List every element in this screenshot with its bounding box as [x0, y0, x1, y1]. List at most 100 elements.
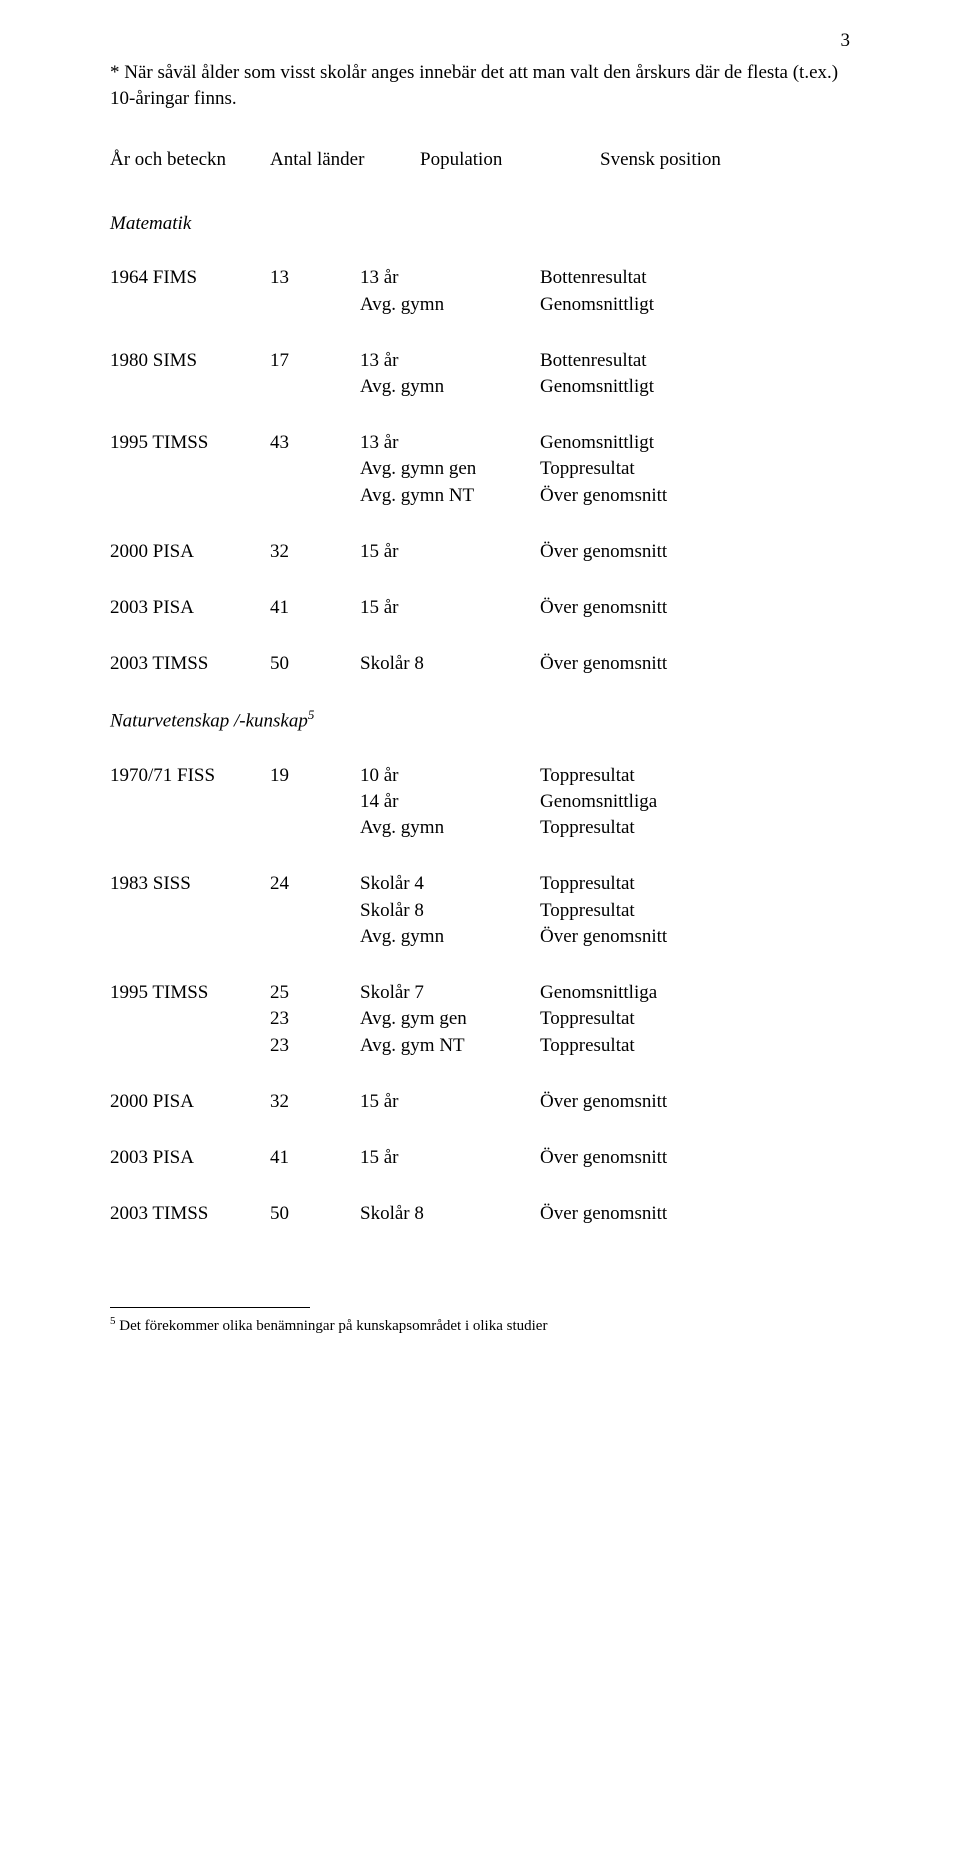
cell-count: 50	[270, 1201, 360, 1227]
cell-population: Skolår 8	[360, 898, 540, 924]
table-row: 1980 SIMS1713 årBottenresultat	[110, 348, 850, 374]
cell-population: Avg. gymn	[360, 924, 540, 950]
cell-position: Toppresultat	[540, 456, 635, 482]
cell-position: Toppresultat	[540, 871, 635, 897]
cell-year	[110, 789, 270, 815]
cell-position: Toppresultat	[540, 898, 635, 924]
cell-year: 1970/71 FISS	[110, 763, 270, 789]
cell-position: Toppresultat	[540, 763, 635, 789]
table-row: 2003 PISA4115 årÖver genomsnitt	[110, 595, 850, 621]
cell-count: 17	[270, 348, 360, 374]
table-row: 14 årGenomsnittliga	[110, 789, 850, 815]
cell-position: Över genomsnitt	[540, 651, 667, 677]
cell-count: 19	[270, 763, 360, 789]
table-row: Avg. gymnToppresultat	[110, 815, 850, 841]
cell-count: 23	[270, 1006, 360, 1032]
cell-count: 25	[270, 980, 360, 1006]
cell-position: Genomsnittligt	[540, 292, 654, 318]
cell-population: Avg. gymn	[360, 374, 540, 400]
cell-position: Genomsnittligt	[540, 430, 654, 456]
table-row: Skolår 8Toppresultat	[110, 898, 850, 924]
cell-year: 2003 TIMSS	[110, 1201, 270, 1227]
cell-population: 13 år	[360, 430, 540, 456]
table-row: 2003 PISA4115 årÖver genomsnitt	[110, 1145, 850, 1171]
cell-count: 43	[270, 430, 360, 456]
cell-year: 1983 SISS	[110, 871, 270, 897]
table-row: 23Avg. gym NTToppresultat	[110, 1033, 850, 1059]
cell-count: 13	[270, 265, 360, 291]
section-science-title: Naturvetenskap /-kunskap5	[110, 707, 850, 732]
cell-count: 24	[270, 871, 360, 897]
cell-population: 15 år	[360, 595, 540, 621]
table-header: År och beteckn Antal länder Population S…	[110, 149, 850, 171]
cell-count	[270, 815, 360, 841]
cell-position: Genomsnittliga	[540, 789, 657, 815]
page-container: 3 * När såväl ålder som visst skolår ang…	[0, 0, 960, 1867]
cell-year: 1995 TIMSS	[110, 980, 270, 1006]
cell-count: 41	[270, 1145, 360, 1171]
footnote: 5 Det förekommer olika benämningar på ku…	[110, 1314, 850, 1337]
table-row: 1995 TIMSS25Skolår 7Genomsnittliga	[110, 980, 850, 1006]
table-row: Avg. gymnGenomsnittligt	[110, 292, 850, 318]
table-row: 23Avg. gym genToppresultat	[110, 1006, 850, 1032]
cell-count: 23	[270, 1033, 360, 1059]
cell-count	[270, 456, 360, 482]
table-row: 2000 PISA3215 årÖver genomsnitt	[110, 539, 850, 565]
table-row: 1970/71 FISS1910 årToppresultat	[110, 763, 850, 789]
cell-population: Avg. gymn NT	[360, 483, 540, 509]
section-science: 1970/71 FISS1910 årToppresultat14 årGeno…	[110, 763, 850, 1228]
cell-year: 2000 PISA	[110, 1089, 270, 1115]
table-entry: 1995 TIMSS 4313 årGenomsnittligtAvg. gym…	[110, 430, 850, 509]
cell-population: 14 år	[360, 789, 540, 815]
table-entry: 2003 TIMSS50Skolår 8Över genomsnitt	[110, 651, 850, 677]
cell-count	[270, 483, 360, 509]
table-row: 2003 TIMSS50 Skolår 8Över genomsnitt	[110, 1201, 850, 1227]
section-science-title-text: Naturvetenskap /-kunskap	[110, 711, 308, 732]
cell-year: 2000 PISA	[110, 539, 270, 565]
header-position: Svensk position	[600, 149, 721, 171]
section-math: 1964 FIMS1313 årBottenresultatAvg. gymnG…	[110, 265, 850, 677]
cell-year	[110, 815, 270, 841]
cell-year	[110, 456, 270, 482]
table-entry: 2003 PISA4115 årÖver genomsnitt	[110, 595, 850, 621]
cell-population: 15 år	[360, 1145, 540, 1171]
cell-year	[110, 483, 270, 509]
cell-population: Avg. gym gen	[360, 1006, 540, 1032]
cell-count	[270, 898, 360, 924]
cell-position: Över genomsnitt	[540, 1089, 667, 1115]
cell-count	[270, 374, 360, 400]
cell-count	[270, 292, 360, 318]
table-entry: 2000 PISA3215 årÖver genomsnitt	[110, 1089, 850, 1115]
cell-population: Avg. gymn gen	[360, 456, 540, 482]
cell-position: Bottenresultat	[540, 348, 647, 374]
cell-position: Toppresultat	[540, 1006, 635, 1032]
cell-population: Avg. gym NT	[360, 1033, 540, 1059]
cell-position: Över genomsnitt	[540, 483, 667, 509]
table-entry: 1964 FIMS1313 årBottenresultatAvg. gymnG…	[110, 265, 850, 317]
header-countries: Antal länder	[270, 149, 420, 171]
cell-year: 2003 PISA	[110, 595, 270, 621]
table-entry: 1970/71 FISS1910 årToppresultat14 årGeno…	[110, 763, 850, 842]
cell-position: Toppresultat	[540, 1033, 635, 1059]
section-math-title: Matematik	[110, 213, 850, 235]
cell-position: Toppresultat	[540, 815, 635, 841]
cell-position: Genomsnittligt	[540, 374, 654, 400]
table-row: Avg. gymnÖver genomsnitt	[110, 924, 850, 950]
cell-population: Skolår 8	[360, 1201, 540, 1227]
cell-population: 13 år	[360, 348, 540, 374]
cell-count: 50	[270, 651, 360, 677]
cell-position: Över genomsnitt	[540, 539, 667, 565]
cell-count: 32	[270, 1089, 360, 1115]
cell-year: 1980 SIMS	[110, 348, 270, 374]
footnote-text: Det förekommer olika benämningar på kuns…	[116, 1318, 548, 1334]
cell-position: Över genomsnitt	[540, 595, 667, 621]
cell-population: Avg. gymn	[360, 292, 540, 318]
cell-count: 32	[270, 539, 360, 565]
cell-count	[270, 924, 360, 950]
cell-population: Skolår 8	[360, 651, 540, 677]
cell-year: 1964 FIMS	[110, 265, 270, 291]
table-row: 2003 TIMSS50Skolår 8Över genomsnitt	[110, 651, 850, 677]
cell-count: 41	[270, 595, 360, 621]
table-row: 1964 FIMS1313 årBottenresultat	[110, 265, 850, 291]
cell-position: Över genomsnitt	[540, 1201, 667, 1227]
